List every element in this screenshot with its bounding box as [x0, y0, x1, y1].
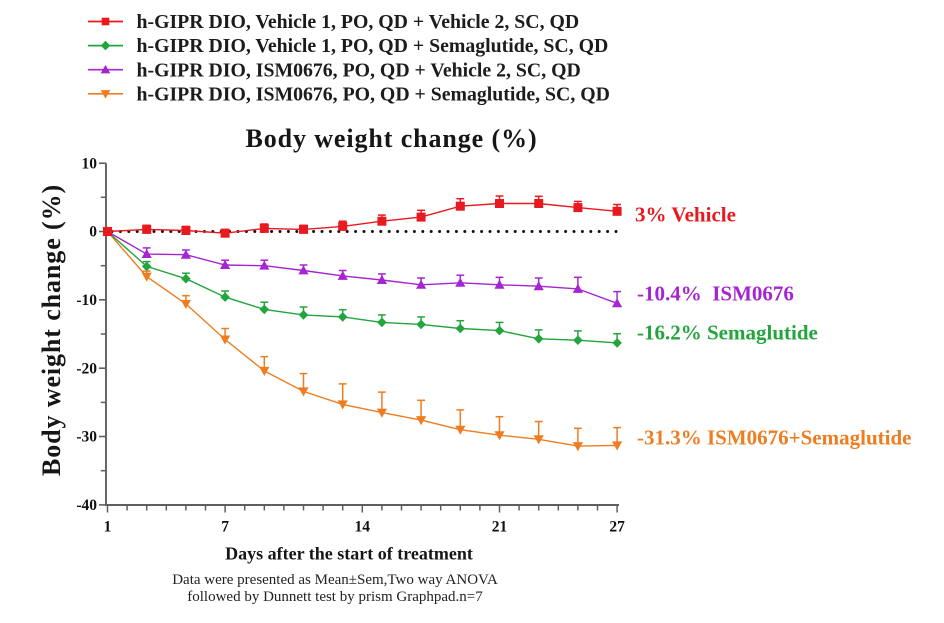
svg-text:-10.4% ISM0676: -10.4% ISM0676 — [637, 282, 794, 306]
svg-text:27: 27 — [609, 519, 625, 536]
svg-text:h-GIPR DIO, ISM0676, PO, QD +: h-GIPR DIO, ISM0676, PO, QD + Semaglutid… — [137, 83, 610, 105]
svg-text:-30: -30 — [76, 429, 97, 446]
svg-text:Body weight change (%): Body weight change (%) — [37, 184, 66, 476]
svg-text:-16.2% Semaglutide: -16.2% Semaglutide — [637, 321, 818, 345]
svg-text:0: 0 — [89, 224, 97, 241]
svg-text:10: 10 — [82, 155, 98, 172]
svg-text:Data were presented as Mean±Se: Data were presented as Mean±Sem,Two way … — [172, 572, 498, 588]
svg-text:7: 7 — [221, 519, 229, 536]
svg-text:1: 1 — [104, 519, 112, 536]
svg-text:Days after the start of treatm: Days after the start of treatment — [225, 544, 473, 564]
svg-text:Body weight change (%): Body weight change (%) — [245, 124, 537, 153]
svg-text:h-GIPR DIO, Vehicle 1, PO, QD: h-GIPR DIO, Vehicle 1, PO, QD + Vehicle … — [137, 11, 580, 33]
svg-text:followed by Dunnett test by pr: followed by Dunnett test by prism Graphp… — [187, 589, 483, 605]
svg-text:h-GIPR DIO, Vehicle 1, PO, QD: h-GIPR DIO, Vehicle 1, PO, QD + Semaglut… — [137, 35, 609, 57]
svg-text:-40: -40 — [76, 497, 97, 514]
svg-text:-10: -10 — [76, 292, 97, 309]
svg-text:h-GIPR DIO, ISM0676, PO, QD +: h-GIPR DIO, ISM0676, PO, QD + Vehicle 2,… — [137, 59, 581, 81]
svg-text:-31.3% ISM0676+Semaglutide: -31.3% ISM0676+Semaglutide — [637, 426, 911, 450]
svg-text:21: 21 — [492, 519, 508, 536]
svg-text:14: 14 — [355, 519, 371, 536]
svg-text:-20: -20 — [76, 360, 97, 377]
svg-text:3% Vehicle: 3% Vehicle — [635, 203, 736, 227]
